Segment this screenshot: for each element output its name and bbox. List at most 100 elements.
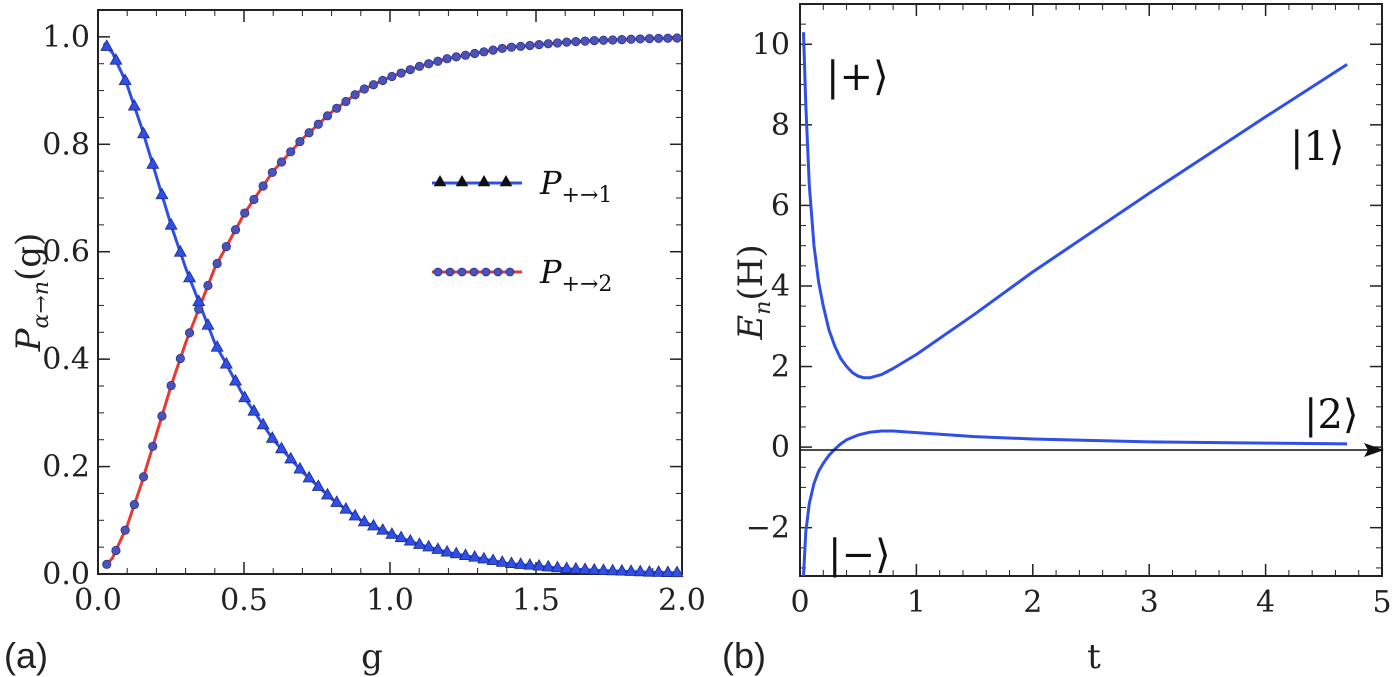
marker-circle (396, 68, 406, 78)
marker-triangle (532, 558, 546, 571)
marker-triangle (155, 187, 169, 200)
marker-circle (608, 35, 618, 45)
marker-circle (359, 84, 369, 94)
chart-a-ytick-label: 0.8 (42, 127, 90, 162)
chart-b-ylabel-sub: n (751, 301, 776, 315)
marker-triangle (578, 562, 592, 575)
marker-circle (368, 80, 379, 90)
chart-b-ytick-label: −2 (746, 511, 790, 546)
chart-b-ytick-label: 10 (752, 27, 790, 62)
marker-circle (258, 181, 268, 191)
marker-triangle (652, 565, 666, 577)
legend-dot (493, 267, 503, 277)
marker-triangle (302, 470, 316, 483)
chart-b-ticks: 0 1 2 3 4 5 −2 0 2 4 6 8 10 (746, 3, 1392, 620)
series-line-1 (102, 42, 682, 575)
marker-circle (111, 545, 121, 556)
legend-dot (481, 267, 491, 277)
marker-triangle (274, 441, 289, 454)
marker-circle (589, 36, 599, 46)
marker-triangle (173, 245, 187, 257)
marker-triangle (394, 530, 408, 543)
marker-circle (525, 40, 535, 51)
marker-triangle (366, 518, 381, 531)
marker-circle (203, 280, 213, 291)
marker-triangle (385, 527, 399, 539)
chart-b-xlabel: t (1087, 637, 1101, 677)
marker-circle (626, 34, 636, 44)
marker-triangle (514, 557, 528, 569)
marker-triangle (541, 559, 555, 572)
marker-triangle (265, 431, 279, 443)
marker-circle (580, 36, 590, 46)
chart-b-xtick-label: 4 (1256, 585, 1275, 620)
chart-a-ytick-label: 0.0 (42, 557, 90, 592)
chart-a-ylabel-arg: (g) (9, 233, 49, 281)
marker-circle (221, 242, 231, 252)
legend-dot (457, 267, 467, 277)
legend-triangle (499, 175, 513, 187)
marker-triangle (449, 546, 463, 559)
marker-circle (194, 304, 204, 314)
chart-b-frame (799, 3, 1383, 577)
chart-a-ytick-label: 1.0 (42, 20, 90, 55)
marker-triangle (339, 502, 353, 514)
chart-b-ytick-label: 0 (771, 430, 790, 465)
marker-circle (138, 472, 149, 482)
marker-triangle (486, 553, 500, 566)
marker-circle (488, 45, 498, 55)
marker-triangle (183, 270, 197, 283)
svg-text:En(H): En(H) (731, 244, 776, 340)
arrow-head (1364, 443, 1384, 457)
marker-circle (543, 39, 553, 49)
marker-triangle (560, 561, 574, 574)
marker-triangle (523, 558, 537, 570)
marker-circle (635, 34, 645, 44)
marker-triangle (431, 542, 445, 554)
marker-circle (571, 37, 581, 47)
marker-circle (249, 194, 259, 205)
chart-b-ylabel-arg: (H) (731, 244, 771, 300)
marker-triangle (201, 318, 215, 330)
marker-triangle (164, 217, 178, 230)
marker-circle (350, 90, 360, 100)
marker-circle (672, 33, 682, 43)
marker-circle (240, 208, 250, 218)
marker-circle (129, 500, 139, 510)
marker-triangle (440, 544, 454, 557)
chart-a-ytick-label: 0.6 (42, 235, 90, 270)
marker-circle (378, 75, 388, 86)
marker-circle (497, 43, 507, 54)
marker-triangle (477, 551, 491, 564)
marker-circle (424, 59, 434, 69)
marker-triangle (127, 98, 141, 111)
ket-one: |1⟩ (1290, 124, 1345, 170)
marker-triangle (376, 523, 390, 535)
marker-triangle (256, 417, 270, 430)
chart-b-xtick-label: 3 (1140, 585, 1159, 620)
marker-triangle (633, 564, 647, 577)
legend-triangle (455, 175, 469, 187)
legend-dot (445, 267, 455, 277)
marker-triangle (468, 550, 482, 562)
marker-circle (341, 96, 351, 107)
energy-level-2 (802, 429, 1348, 577)
legend-triangle (477, 175, 491, 187)
ket-plus: |+⟩ (826, 54, 889, 100)
legend-markers-p2 (433, 267, 515, 277)
marker-circle (295, 137, 305, 147)
chart-a-legend: P+→1 P+→2 (432, 164, 612, 297)
marker-circle (230, 225, 241, 235)
marker-triangle (596, 563, 610, 575)
panel-label-b: (b) (722, 635, 766, 676)
marker-triangle (624, 564, 638, 576)
marker-circle (562, 37, 572, 47)
marker-triangle (422, 539, 436, 552)
marker-circle (617, 35, 627, 45)
ket-minus: |−⟩ (828, 532, 891, 578)
chart-a-ylabel: Pα→n(g) (9, 233, 54, 353)
marker-circle (460, 50, 471, 60)
marker-triangle (458, 548, 473, 560)
